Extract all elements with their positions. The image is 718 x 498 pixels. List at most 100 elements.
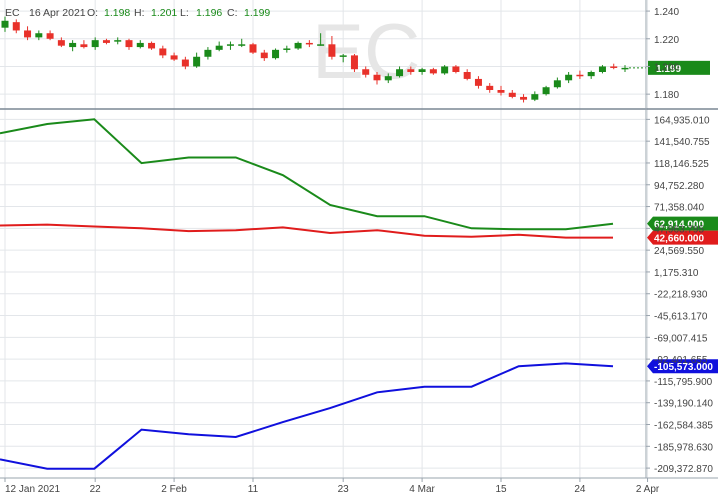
indicator-tick-label: 24,569.550 <box>654 246 704 257</box>
candle-body <box>576 74 584 77</box>
indicator-tick-label: -45,613.170 <box>654 312 708 323</box>
indicator-tick-label: 118,146.525 <box>654 159 709 170</box>
candle-body <box>463 72 471 79</box>
last-price-badge <box>648 60 710 75</box>
header-date: 16 Apr 2021 <box>29 7 86 19</box>
candle-body <box>350 55 358 70</box>
candle-body <box>474 78 482 86</box>
indicator-tick-label: -209,372.870 <box>654 464 713 475</box>
header-symbol: EC <box>5 7 20 19</box>
candle-body <box>136 42 144 48</box>
time-tick-label: 4 Mar <box>409 484 435 495</box>
candle-body <box>508 92 516 97</box>
candle-body <box>80 44 88 48</box>
candle-body <box>362 69 370 75</box>
time-tick-label: 15 <box>495 484 507 495</box>
candle-body <box>429 69 437 74</box>
candle-body <box>238 44 246 46</box>
candle-body <box>384 76 392 81</box>
time-tick-label: 12 Jan 2021 <box>5 484 60 495</box>
header-open-label: O: <box>87 7 98 19</box>
header-high: 1.201 <box>151 7 177 19</box>
indicator-tick-label: -115,795.900 <box>654 377 713 388</box>
time-tick-label: 24 <box>574 484 586 495</box>
indicator-pane[interactable]: 62,914.000 42,660.000 -105,573.000 <box>0 118 718 470</box>
price-tick-label: 1.220 <box>654 35 679 46</box>
candle-body <box>553 80 561 88</box>
series-line-green_line <box>0 118 614 231</box>
candle-body <box>497 90 505 93</box>
candle-body <box>204 49 212 57</box>
indicator-tick-label: 94,752.280 <box>654 181 704 192</box>
indicator-tick-label: -139,190.140 <box>654 399 713 410</box>
candle-body <box>57 40 65 46</box>
last-price-label: 1.199 <box>656 64 681 75</box>
candle-body <box>542 87 550 95</box>
header-open: 1.198 <box>104 7 130 19</box>
candle-body <box>305 42 313 45</box>
candle-body <box>226 44 234 46</box>
time-tick-label: 22 <box>90 484 102 495</box>
price-tick-label: 1.180 <box>654 90 679 101</box>
candle-body <box>441 66 449 74</box>
watermark: EC <box>312 7 420 95</box>
candle-body <box>114 40 122 42</box>
candle-body <box>283 48 291 50</box>
series-last-label: 62,914.000 <box>654 220 704 231</box>
price-tick-label: 1.200 <box>654 62 679 73</box>
time-tick-label: 11 <box>248 484 259 495</box>
header-low-label: L: <box>180 7 189 19</box>
time-tick-label: 2 Apr <box>636 484 660 495</box>
candle-body <box>91 40 99 48</box>
price-pane[interactable]: 1.199 <box>1 16 711 103</box>
candle-body <box>69 42 77 48</box>
indicator-tick-label: 47,963.795 <box>654 224 704 235</box>
candle-body <box>260 52 268 59</box>
candle-body <box>486 85 494 90</box>
indicator-tick-label: 164,935.010 <box>654 115 710 126</box>
candle-body <box>587 72 595 77</box>
header-low: 1.196 <box>196 7 222 19</box>
candle-body <box>181 59 189 67</box>
candle-body <box>272 49 280 59</box>
indicator-tick-label: 1,175.310 <box>654 268 699 279</box>
indicator-tick-label: -92,401.655 <box>654 355 708 366</box>
candle-body <box>610 66 618 68</box>
candle-body <box>598 66 606 72</box>
ohlc-header: EC 16 Apr 2021 O: 1.198 H: 1.201 L: 1.19… <box>5 7 270 19</box>
candle-body <box>24 30 32 38</box>
indicator-tick-label: 71,358.040 <box>654 203 704 214</box>
time-tick-label: 23 <box>338 484 350 495</box>
candle-body <box>418 69 426 72</box>
header-close-label: C: <box>227 7 238 19</box>
series-last-badge <box>647 359 718 374</box>
time-tick-label: 2 Feb <box>161 484 187 495</box>
indicator-tick-label: -162,584.385 <box>654 421 713 432</box>
candle-body <box>407 69 415 72</box>
candle-body <box>125 40 133 48</box>
candle-body <box>35 33 43 38</box>
candle-body <box>339 55 347 57</box>
price-tick-label: 1.240 <box>654 7 679 18</box>
series-line-red_line <box>0 223 613 239</box>
series-last-label: 42,660.000 <box>654 234 704 245</box>
candle-body <box>249 44 257 53</box>
candle-body <box>193 56 201 67</box>
candle-body <box>215 45 223 50</box>
candle-body <box>102 40 110 43</box>
grid-lines <box>0 0 649 478</box>
candle-body <box>148 42 156 49</box>
candle-body <box>328 44 336 57</box>
indicator-tick-label: -22,218.930 <box>654 290 708 301</box>
candle-body <box>520 96 528 100</box>
candle-body <box>373 74 381 81</box>
candle-body <box>46 33 54 39</box>
candle-body <box>531 94 539 100</box>
indicator-tick-label: 141,540.755 <box>654 137 710 148</box>
candle-body <box>294 42 302 49</box>
indicator-tick-label: -185,978.630 <box>654 442 713 453</box>
candle-body <box>565 74 573 81</box>
